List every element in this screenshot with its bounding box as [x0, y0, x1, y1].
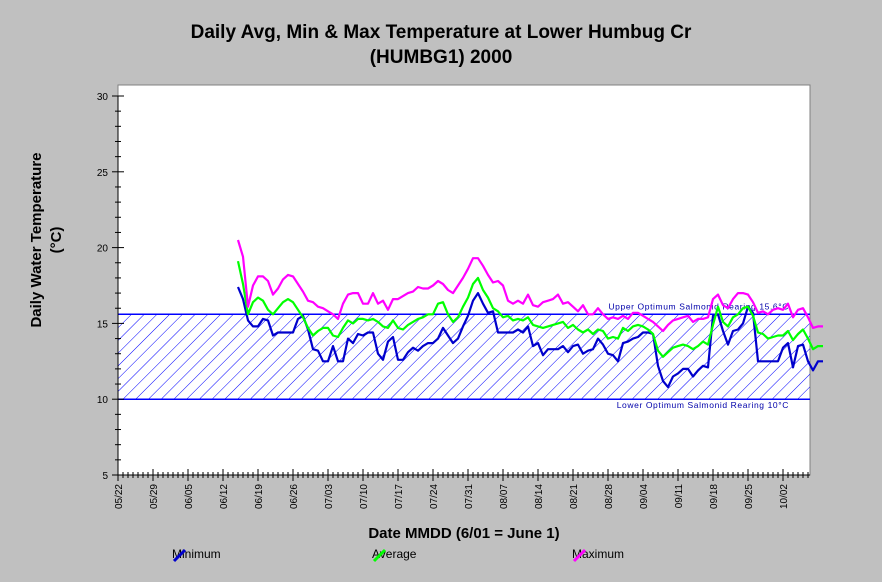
x-tick-label: 09/11	[674, 484, 685, 509]
x-tick-label: 08/14	[534, 484, 545, 509]
series-line-minimum	[236, 286, 823, 389]
x-tick-label: 07/24	[429, 484, 440, 509]
x-tick-label: 07/31	[464, 484, 475, 509]
chart-subtitle: (HUMBG1) 2000	[369, 47, 513, 68]
optimum-band-fill	[118, 314, 810, 400]
y-tick-label: 5	[102, 471, 108, 482]
x-tick-label: 09/18	[709, 484, 720, 509]
x-tick-label: 07/10	[359, 484, 370, 509]
y-tick-label: 10	[97, 395, 109, 406]
series-line-maximum	[236, 239, 823, 333]
x-tick-label: 10/02	[779, 484, 790, 509]
x-tick-label: 06/05	[184, 484, 195, 509]
x-tick-label: 05/22	[114, 484, 125, 509]
plot-area	[117, 84, 811, 476]
x-tick-label: 07/17	[394, 484, 405, 509]
x-tick-label: 09/25	[744, 484, 755, 509]
band-upper-label: Upper Optimum Salmonid Rearing 15.6°C	[608, 301, 789, 311]
x-tick-label: 06/19	[254, 484, 265, 509]
series-line-average	[236, 260, 823, 358]
legend-item-minimum: Minimum	[172, 547, 221, 563]
band-lower-label: Lower Optimum Salmonid Rearing 10°C	[617, 400, 789, 410]
legend-item-average: Average	[372, 547, 416, 563]
chart-title: Daily Avg, Min & Max Temperature at Lowe…	[190, 22, 692, 43]
x-tick-label: 08/07	[499, 484, 510, 509]
y-tick-label: 30	[97, 92, 109, 103]
y-tick-label: 20	[97, 244, 109, 255]
y-tick-label: 25	[97, 168, 109, 179]
x-tick-label: 06/26	[289, 484, 300, 509]
x-axis-label: Date MMDD (6/01 = June 1)	[368, 525, 560, 542]
x-tick-label: 08/28	[604, 484, 615, 509]
legend-swatch-maximum	[572, 548, 587, 563]
legend-item-maximum: Maximum	[572, 547, 624, 563]
y-tick-label: 15	[97, 319, 109, 330]
x-tick-label: 05/29	[149, 484, 160, 509]
x-tick-label: 08/21	[569, 484, 580, 509]
x-tick-label: 07/03	[324, 484, 335, 509]
x-tick-label: 09/04	[639, 484, 650, 509]
legend-swatch-average	[372, 548, 387, 563]
legend-swatch-minimum	[172, 548, 187, 563]
x-tick-label: 06/12	[219, 484, 230, 509]
